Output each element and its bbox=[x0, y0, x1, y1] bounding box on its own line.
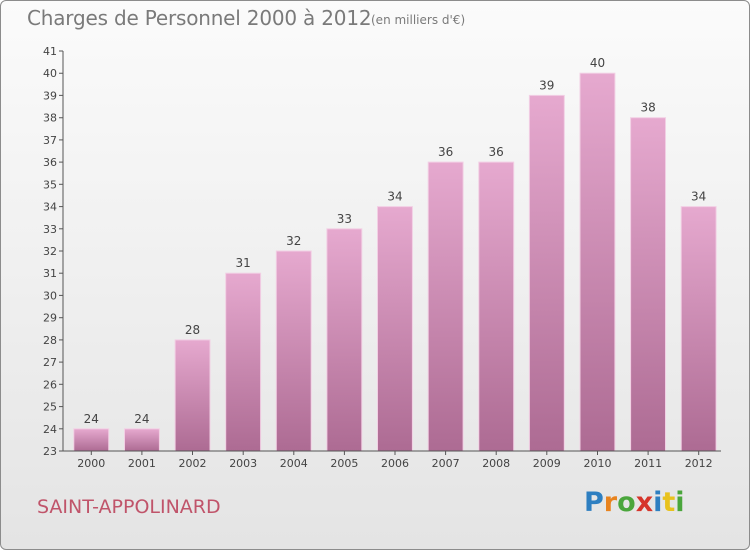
logo-letter: i bbox=[675, 487, 685, 518]
logo-letter: r bbox=[603, 487, 618, 518]
logo-letter: i bbox=[653, 487, 663, 518]
bar-2007 bbox=[427, 161, 464, 452]
bar-2010 bbox=[579, 72, 616, 452]
value-label-2000: 24 bbox=[84, 412, 99, 426]
bar-2003 bbox=[225, 272, 262, 452]
y-tick-label-28: 28 bbox=[43, 334, 57, 347]
x-tick-label-2009: 2009 bbox=[533, 457, 561, 470]
bar-2000 bbox=[73, 428, 110, 452]
y-tick-label-29: 29 bbox=[43, 312, 57, 325]
x-tick-label-2011: 2011 bbox=[634, 457, 662, 470]
x-tick-label-2002: 2002 bbox=[179, 457, 207, 470]
commune-name: SAINT-APPOLINARD bbox=[37, 496, 221, 518]
y-tick-label-26: 26 bbox=[43, 378, 57, 391]
logo-letter: P bbox=[584, 487, 604, 518]
bar-2005 bbox=[326, 228, 363, 452]
y-tick-label-23: 23 bbox=[43, 445, 57, 458]
y-tick-label-36: 36 bbox=[43, 156, 57, 169]
x-tick-label-2005: 2005 bbox=[330, 457, 358, 470]
chart-title: Charges de Personnel 2000 à 2012 bbox=[27, 6, 372, 30]
bars-group bbox=[73, 72, 717, 452]
value-label-2006: 34 bbox=[387, 190, 402, 204]
bar-2008 bbox=[478, 161, 515, 452]
value-label-2003: 31 bbox=[236, 256, 251, 270]
x-tick-label-2010: 2010 bbox=[584, 457, 612, 470]
x-tick-label-2001: 2001 bbox=[128, 457, 156, 470]
y-tick-label-37: 37 bbox=[43, 134, 57, 147]
y-tick-label-25: 25 bbox=[43, 401, 57, 414]
bar-2004 bbox=[275, 250, 312, 452]
value-labels: 24 24 28 31 32 33 34 36 36 39 40 38 34 bbox=[84, 56, 707, 426]
y-tick-label-24: 24 bbox=[43, 423, 57, 436]
chart-subtitle: (en milliers d'€) bbox=[371, 13, 466, 27]
y-tick-label-38: 38 bbox=[43, 112, 57, 125]
logo-letter: o bbox=[617, 487, 636, 518]
y-tick-label-41: 41 bbox=[43, 45, 57, 58]
y-tick-label-39: 39 bbox=[43, 89, 57, 102]
y-tick-label-33: 33 bbox=[43, 223, 57, 236]
bar-2006 bbox=[377, 206, 413, 452]
x-tick-label-2008: 2008 bbox=[482, 457, 510, 470]
y-tick-label-40: 40 bbox=[43, 67, 57, 80]
y-tick-label-34: 34 bbox=[43, 201, 57, 214]
y-tick-label-30: 30 bbox=[43, 289, 57, 302]
x-tick-label-2003: 2003 bbox=[229, 457, 257, 470]
logo-letter: x bbox=[635, 487, 654, 518]
y-tick-label-35: 35 bbox=[43, 178, 57, 191]
value-label-2009: 39 bbox=[539, 78, 554, 92]
y-tick-label-31: 31 bbox=[43, 267, 57, 280]
bar-2011 bbox=[630, 117, 666, 452]
bar-2012 bbox=[680, 206, 717, 452]
value-label-2012: 34 bbox=[691, 190, 706, 204]
x-tick-label-2007: 2007 bbox=[432, 457, 460, 470]
bar-2002 bbox=[174, 339, 211, 452]
axes-group bbox=[59, 50, 721, 455]
y-tick-labels: 23 24 25 26 27 28 29 30 31 32 33 34 35 36 37 38 39 40 41 bbox=[43, 45, 57, 458]
value-label-2007: 36 bbox=[438, 145, 453, 159]
x-tick-label-2000: 2000 bbox=[77, 457, 105, 470]
value-label-2010: 40 bbox=[590, 56, 605, 70]
value-label-2004: 32 bbox=[286, 234, 301, 248]
value-label-2011: 38 bbox=[640, 101, 655, 115]
x-tick-label-2012: 2012 bbox=[685, 457, 713, 470]
y-tick-label-27: 27 bbox=[43, 356, 57, 369]
value-label-2002: 28 bbox=[185, 323, 200, 337]
value-label-2008: 36 bbox=[489, 145, 504, 159]
value-label-2001: 24 bbox=[134, 412, 149, 426]
value-label-2005: 33 bbox=[337, 212, 352, 226]
x-tick-labels: 2000 2001 2002 2003 2004 2005 2006 2007 2008 2009… bbox=[77, 457, 712, 470]
x-tick-label-2006: 2006 bbox=[381, 457, 409, 470]
bar-2001 bbox=[124, 428, 160, 452]
y-tick-label-32: 32 bbox=[43, 245, 57, 258]
x-tick-label-2004: 2004 bbox=[280, 457, 308, 470]
logo-letter: t bbox=[662, 487, 676, 518]
bar-2009 bbox=[528, 94, 565, 452]
proxiti-logo: Proxiti bbox=[584, 487, 685, 518]
